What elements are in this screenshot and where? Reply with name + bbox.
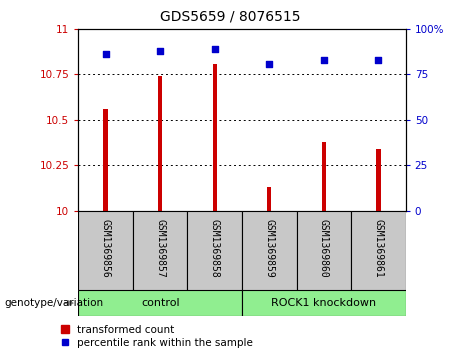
Text: ROCK1 knockdown: ROCK1 knockdown xyxy=(271,298,377,308)
Text: GSM1369857: GSM1369857 xyxy=(155,220,165,278)
Bar xyxy=(78,211,133,290)
Text: GSM1369861: GSM1369861 xyxy=(373,220,384,278)
Bar xyxy=(351,211,406,290)
Bar xyxy=(376,149,381,211)
Bar xyxy=(242,290,406,316)
Bar xyxy=(78,290,242,316)
Bar xyxy=(213,64,217,211)
Bar xyxy=(322,142,326,211)
Text: GDS5659 / 8076515: GDS5659 / 8076515 xyxy=(160,9,301,23)
Point xyxy=(320,57,327,63)
Bar xyxy=(267,187,272,211)
Text: GSM1369856: GSM1369856 xyxy=(100,220,111,278)
Text: GSM1369860: GSM1369860 xyxy=(319,220,329,278)
Bar xyxy=(133,211,188,290)
Bar xyxy=(242,211,296,290)
Bar xyxy=(188,211,242,290)
Point xyxy=(102,52,109,57)
Text: GSM1369859: GSM1369859 xyxy=(264,220,274,278)
Bar xyxy=(103,109,108,211)
Point xyxy=(157,48,164,54)
Bar xyxy=(296,211,351,290)
Legend: transformed count, percentile rank within the sample: transformed count, percentile rank withi… xyxy=(60,325,253,348)
Point xyxy=(211,46,219,52)
Point xyxy=(375,57,382,63)
Bar xyxy=(158,76,162,211)
Text: control: control xyxy=(141,298,179,308)
Point xyxy=(266,61,273,66)
Text: genotype/variation: genotype/variation xyxy=(5,298,104,308)
Text: GSM1369858: GSM1369858 xyxy=(210,220,220,278)
